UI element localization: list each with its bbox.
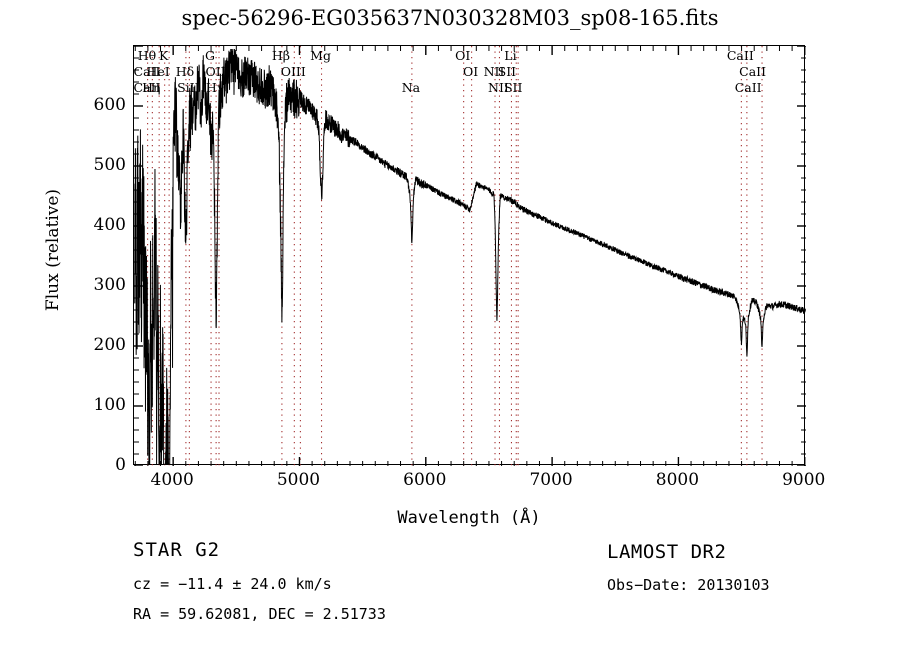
spectral-line-label: SiII	[177, 80, 200, 95]
coordinates-text: RA = 59.62081, DEC = 2.51733	[133, 605, 386, 623]
spectral-line-label: NII	[488, 80, 509, 95]
spectral-line-label: CaII	[726, 48, 754, 63]
x-tick-label: 7000	[529, 470, 573, 490]
spectrum-plot-svg	[134, 45, 806, 467]
spectral-line-label: CaII	[739, 64, 767, 79]
figure-title: spec-56296-EG035637N030328M03_sp08-165.f…	[181, 6, 719, 30]
spectral-line-label: G	[205, 48, 216, 63]
spectral-line-label: Hθ	[137, 48, 157, 63]
y-tick-label: 500	[93, 155, 126, 175]
observation-date-text: Obs−Date: 20130103	[607, 576, 770, 594]
y-tick-label: 300	[93, 275, 126, 295]
spectral-line-label: Hδ	[175, 64, 195, 79]
spectral-line-label: CaII	[734, 80, 762, 95]
y-axis-label: Flux (relative)	[43, 188, 63, 312]
spectral-line-label: OIII	[205, 64, 231, 79]
spectral-line-label: SII	[497, 64, 517, 79]
object-class-text: STAR G2	[133, 539, 221, 561]
survey-release-text: LAMOST DR2	[607, 541, 727, 563]
spectral-line-label: Hβ	[271, 48, 290, 63]
plot-area	[133, 45, 806, 467]
flux-spectrum-trace	[134, 48, 806, 465]
x-tick-label: 8000	[655, 470, 700, 490]
x-tick-label: 6000	[403, 470, 447, 490]
y-tick-label: 100	[93, 395, 126, 415]
spectral-line-label: Li	[504, 48, 517, 63]
spectral-line-label: Na	[401, 80, 421, 95]
x-tick-label: 5000	[276, 470, 321, 490]
spectral-line-label: HeI	[146, 64, 170, 79]
redshift-velocity-text: cz = −11.4 ± 24.0 km/s	[133, 575, 332, 593]
spectral-line-label: Hγ	[205, 80, 225, 95]
spectral-line-label: NII	[483, 64, 505, 79]
x-tick-label: 9000	[782, 470, 826, 490]
spectral-line-label: SII	[503, 80, 523, 95]
spectral-line-label: CaII	[133, 64, 161, 79]
x-axis-label: Wavelength (Å)	[397, 508, 541, 528]
y-tick-label: 200	[93, 335, 126, 355]
y-tick-label: 0	[115, 455, 126, 475]
plot-canvas	[134, 45, 806, 467]
spectral-line-label: CaII	[133, 80, 161, 95]
y-tick-label: 400	[93, 215, 126, 235]
x-tick-label: 4000	[150, 470, 194, 490]
spectral-line-label: OI	[463, 64, 479, 79]
y-tick-label: 600	[93, 95, 126, 115]
spectral-line-label: Mg	[310, 48, 331, 63]
y-axis-ticklabels: 0 100 200 300 400 500 600	[60, 0, 126, 650]
spectral-line-label: OIII	[280, 64, 306, 79]
spectral-line-label: K	[159, 48, 169, 63]
spectral-line-label: Hη	[142, 80, 161, 95]
spectral-line-label: OI	[455, 48, 471, 63]
